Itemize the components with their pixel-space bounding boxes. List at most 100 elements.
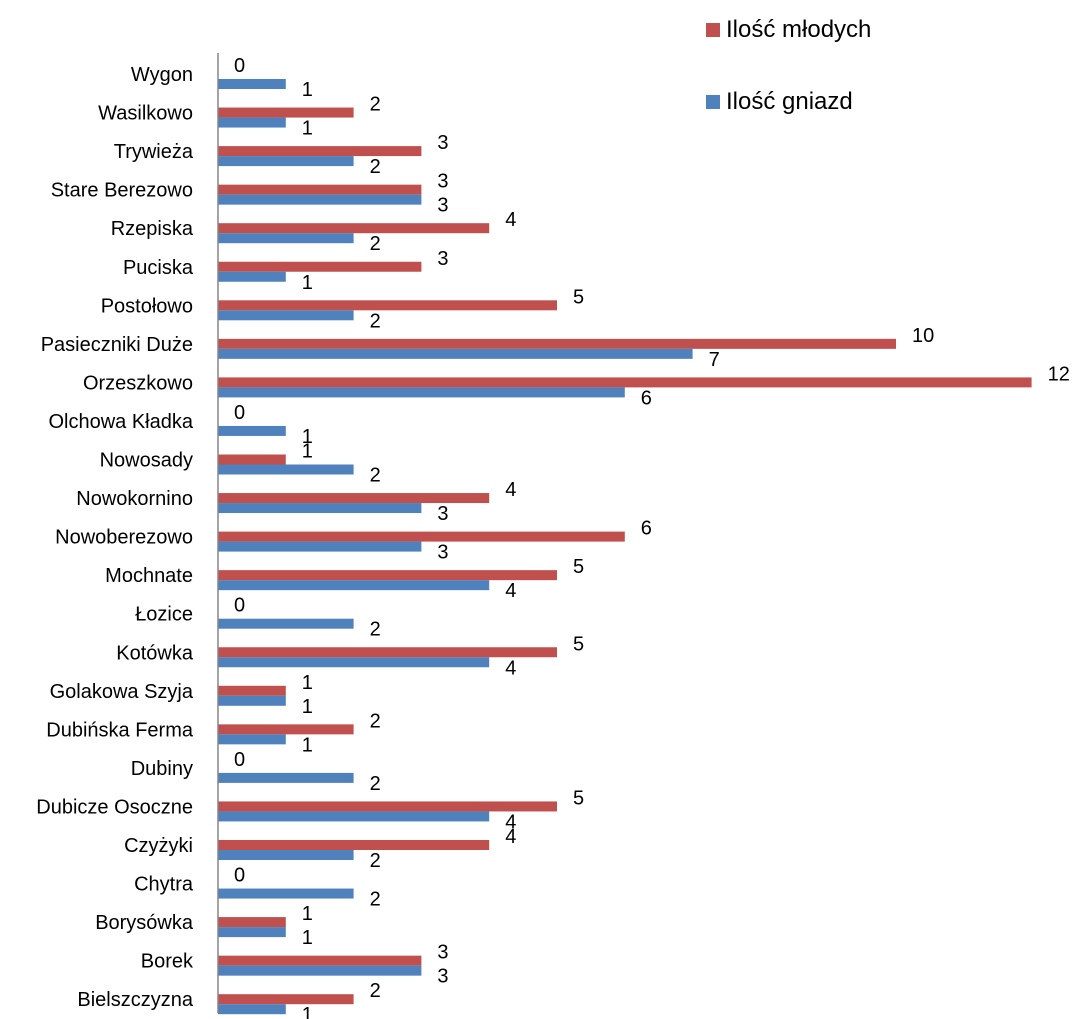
data-label-gniazd-nowokornino: 3 <box>437 503 448 525</box>
data-label-gniazd-kotowka: 4 <box>505 657 516 679</box>
category-label-mochnate: Mochnate <box>105 565 193 587</box>
data-label-gniazd-olchowa-kladka: 1 <box>302 426 313 448</box>
category-label-nowosady: Nowosady <box>100 450 193 472</box>
category-label-borysowka: Borysówka <box>95 912 194 934</box>
data-label-gniazd-dubinska-ferma: 1 <box>302 734 313 756</box>
data-label-gniazd-trywieza: 2 <box>370 156 381 178</box>
bar-gniazd-borek <box>218 965 422 976</box>
bar-mlodych-dubicze-osoczne <box>218 801 557 812</box>
bar-mlodych-stare-berezowo <box>218 184 422 195</box>
category-label-olchowa-kladka: Olchowa Kładka <box>48 411 193 433</box>
data-label-gniazd-rzepiska: 2 <box>370 233 381 255</box>
category-label-rzepiska: Rzepiska <box>111 218 194 240</box>
bar-gniazd-dubiny <box>218 772 354 783</box>
data-label-mlodych-olchowa-kladka: 0 <box>234 402 245 424</box>
legend-item-gniazd: Ilość gniazd <box>706 88 853 116</box>
bar-mlodych-orzeszkowo <box>218 377 1032 388</box>
bar-mlodych-rzepiska <box>218 223 490 234</box>
bar-mlodych-golakowa-szyja <box>218 685 286 696</box>
bar-layer <box>218 79 1032 1015</box>
data-label-mlodych-nowosady: 1 <box>302 441 313 463</box>
data-label-mlodych-pasieczniki-duze: 10 <box>912 325 934 347</box>
bar-mlodych-czyzyki <box>218 840 490 850</box>
data-label-mlodych-dubiny: 0 <box>234 749 245 771</box>
data-label-mlodych-bielszczyzna: 2 <box>370 980 381 1002</box>
bar-mlodych-borysowka <box>218 917 286 928</box>
data-label-mlodych-puciska: 3 <box>437 248 448 270</box>
bar-mlodych-puciska <box>218 261 422 272</box>
bar-gniazd-orzeszkowo <box>218 387 625 398</box>
data-label-mlodych-dubicze-osoczne: 5 <box>573 787 584 809</box>
data-label-gniazd-postolowo: 2 <box>370 310 381 332</box>
bar-gniazd-rzepiska <box>218 233 354 244</box>
bar-gniazd-puciska <box>218 271 286 282</box>
category-label-dubinska-ferma: Dubińska Ferma <box>46 719 194 741</box>
bar-gniazd-nowosady <box>218 464 354 475</box>
bar-gniazd-chytra <box>218 888 354 899</box>
data-label-mlodych-chytra: 0 <box>234 865 245 887</box>
bar-mlodych-borek <box>218 955 422 966</box>
bar-mlodych-wasilkowo <box>218 107 354 118</box>
bar-mlodych-pasieczniki-duze <box>218 338 896 349</box>
bar-mlodych-nowokornino <box>218 493 490 504</box>
category-label-lozice: Łozice <box>135 604 193 626</box>
category-label-trywieza: Trywieża <box>114 141 194 163</box>
data-label-mlodych-lozice: 0 <box>234 595 245 617</box>
category-labels: Wygon Wasilkowo Trywieża Stare Berezowo Rzep… <box>36 64 194 1011</box>
data-label-gniazd-orzeszkowo: 6 <box>641 387 652 409</box>
data-label-gniazd-nowoberezowo: 3 <box>437 542 448 564</box>
legend-label-gniazd: Ilość gniazd <box>726 88 853 115</box>
data-label-gniazd-bielszczyzna: 1 <box>302 1004 313 1019</box>
legend-swatch-mlodych <box>706 23 720 37</box>
bar-gniazd-trywieza <box>218 156 354 167</box>
data-label-gniazd-pasieczniki-duze: 7 <box>709 349 720 371</box>
data-label-mlodych-stare-berezowo: 3 <box>437 171 448 193</box>
bar-gniazd-wasilkowo <box>218 117 286 128</box>
bar-gniazd-bielszczyzna <box>218 1004 286 1015</box>
bar-gniazd-dubicze-osoczne <box>218 811 490 822</box>
bar-mlodych-trywieza <box>218 146 422 157</box>
data-label-mlodych-mochnate: 5 <box>573 556 584 578</box>
category-label-borek: Borek <box>141 951 194 973</box>
bar-gniazd-dubinska-ferma <box>218 734 286 745</box>
data-labels: 0121323342315210712601124363540254112102… <box>234 55 1070 1019</box>
bar-mlodych-mochnate <box>218 570 557 581</box>
data-label-mlodych-czyzyki: 4 <box>505 826 516 848</box>
data-label-gniazd-lozice: 2 <box>370 619 381 641</box>
bar-mlodych-kotowka <box>218 647 557 658</box>
data-label-gniazd-wygon: 1 <box>302 79 313 101</box>
bar-gniazd-stare-berezowo <box>218 194 422 205</box>
data-label-mlodych-trywieza: 3 <box>437 132 448 154</box>
bar-gniazd-borysowka <box>218 927 286 938</box>
bar-gniazd-golakowa-szyja <box>218 695 286 706</box>
bar-gniazd-czyzyki <box>218 850 354 860</box>
category-label-nowokornino: Nowokornino <box>76 488 193 510</box>
bar-mlodych-bielszczyzna <box>218 994 354 1005</box>
category-label-dubicze-osoczne: Dubicze Osoczne <box>36 796 193 818</box>
data-label-mlodych-golakowa-szyja: 1 <box>302 672 313 694</box>
data-label-mlodych-dubinska-ferma: 2 <box>370 710 381 732</box>
category-label-pasieczniki-duze: Pasieczniki Duże <box>41 334 193 356</box>
data-label-gniazd-czyzyki: 2 <box>370 850 381 872</box>
data-label-mlodych-orzeszkowo: 12 <box>1048 363 1070 385</box>
data-label-gniazd-borek: 3 <box>437 966 448 988</box>
data-label-mlodych-postolowo: 5 <box>573 286 584 308</box>
category-label-bielszczyzna: Bielszczyzna <box>77 989 193 1011</box>
data-label-gniazd-dubicze-osoczne: 4 <box>505 811 516 833</box>
data-label-gniazd-puciska: 1 <box>302 272 313 294</box>
category-label-puciska: Puciska <box>123 257 194 279</box>
category-label-orzeszkowo: Orzeszkowo <box>83 372 193 394</box>
category-label-czyzyki: Czyżyki <box>124 835 193 857</box>
data-label-gniazd-nowosady: 2 <box>370 465 381 487</box>
data-label-mlodych-borek: 3 <box>437 942 448 964</box>
data-label-mlodych-nowokornino: 4 <box>505 479 516 501</box>
data-label-gniazd-borysowka: 1 <box>302 927 313 949</box>
data-label-mlodych-kotowka: 5 <box>573 633 584 655</box>
data-label-gniazd-chytra: 2 <box>370 889 381 911</box>
data-label-mlodych-wasilkowo: 2 <box>370 94 381 116</box>
bar-gniazd-pasieczniki-duze <box>218 348 693 359</box>
bar-gniazd-lozice <box>218 618 354 629</box>
data-label-gniazd-mochnate: 4 <box>505 580 516 602</box>
bar-gniazd-postolowo <box>218 310 354 321</box>
bar-mlodych-nowoberezowo <box>218 531 625 542</box>
